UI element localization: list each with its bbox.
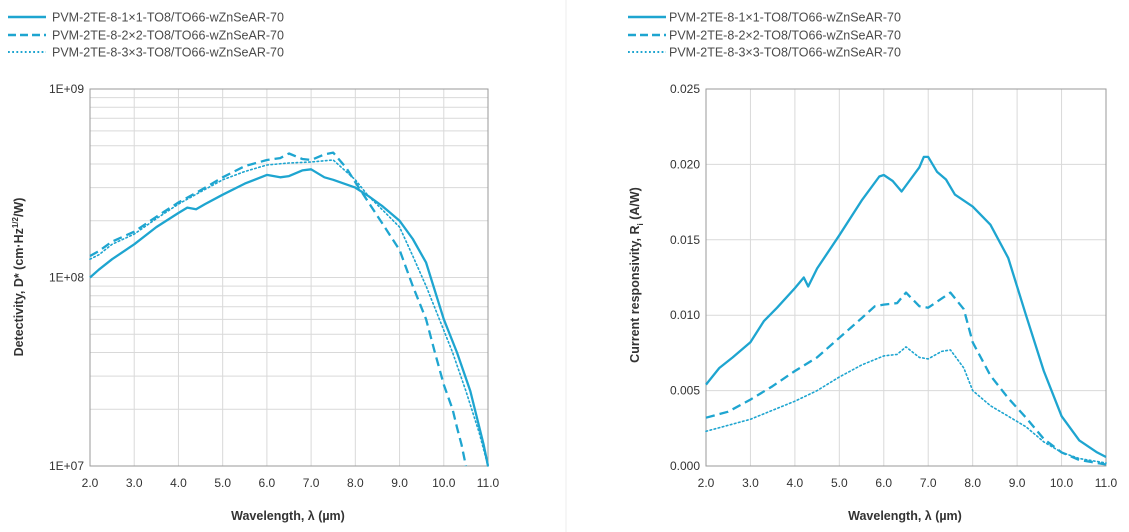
legend-entry-3x3: PVM-2TE-8-3×3-TO8/TO66-wZnSeAR-70 [8, 46, 284, 60]
plot-frame [705, 88, 1107, 467]
x-tick-labels: 2.0 3.0 4.0 5.0 6.0 7.0 8.0 9.0 10.0 11.0 [82, 476, 500, 490]
x-tick-label: 7.0 [303, 476, 320, 490]
y-axis-title: Current responsivity, Ri (A/W) [628, 187, 645, 363]
gridlines [705, 88, 1107, 467]
legend-label-1x1: PVM-2TE-8-1×1-TO8/TO66-wZnSeAR-70 [52, 11, 284, 25]
y-axis-title: Detectivity, D* (cm·Hz1/2/W) [11, 198, 26, 357]
legend-label-1x1: PVM-2TE-8-1×1-TO8/TO66-wZnSeAR-70 [669, 11, 901, 25]
detectivity-chart: PVM-2TE-8-1×1-TO8/TO66-wZnSeAR-70 PVM-2T… [8, 11, 500, 523]
legend-entry-2x2: PVM-2TE-8-2×2-TO8/TO66-wZnSeAR-70 [8, 29, 284, 43]
x-tick-label: 4.0 [787, 476, 804, 490]
x-tick-label: 10.0 [1050, 476, 1074, 490]
x-tick-label: 4.0 [170, 476, 187, 490]
x-axis-title: Wavelength, λ (µm) [231, 509, 345, 523]
data-series [705, 155, 1107, 466]
series-line-solid [89, 168, 490, 467]
x-tick-labels: 2.0 3.0 4.0 5.0 6.0 7.0 8.0 9.0 10.0 11.0 [698, 476, 1118, 490]
y-tick-label: 1E+08 [49, 271, 84, 285]
x-tick-label: 8.0 [964, 476, 981, 490]
x-tick-label: 5.0 [214, 476, 231, 490]
y-tick-labels: 0.000 0.005 0.010 0.015 0.020 0.025 [670, 82, 700, 473]
x-tick-label: 11.0 [1095, 476, 1118, 490]
x-tick-label: 9.0 [1009, 476, 1026, 490]
y-tick-label: 0.025 [670, 82, 700, 96]
x-tick-label: 8.0 [347, 476, 364, 490]
y-tick-label: 1E+07 [49, 459, 84, 473]
x-tick-label: 6.0 [875, 476, 892, 490]
series-line-dashed [705, 291, 1107, 466]
legend-label-3x3: PVM-2TE-8-3×3-TO8/TO66-wZnSeAR-70 [52, 46, 284, 60]
y-tick-label: 1E+09 [49, 82, 84, 96]
series-line-solid [705, 155, 1107, 459]
x-tick-label: 5.0 [831, 476, 848, 490]
legend-entry-2x2: PVM-2TE-8-2×2-TO8/TO66-wZnSeAR-70 [628, 29, 901, 43]
y-tick-label: 0.005 [670, 384, 700, 398]
chart-legend: PVM-2TE-8-1×1-TO8/TO66-wZnSeAR-70 PVM-2T… [8, 11, 284, 60]
legend-entry-3x3: PVM-2TE-8-3×3-TO8/TO66-wZnSeAR-70 [628, 46, 901, 60]
x-axis-title: Wavelength, λ (µm) [848, 509, 962, 523]
x-tick-label: 2.0 [698, 476, 715, 490]
legend-label-3x3: PVM-2TE-8-3×3-TO8/TO66-wZnSeAR-70 [669, 46, 901, 60]
x-tick-label: 2.0 [82, 476, 99, 490]
legend-label-2x2: PVM-2TE-8-2×2-TO8/TO66-wZnSeAR-70 [52, 29, 284, 43]
y-tick-label: 0.015 [670, 233, 700, 247]
series-line-dotted [705, 346, 1107, 464]
x-tick-label: 3.0 [126, 476, 143, 490]
chart-legend: PVM-2TE-8-1×1-TO8/TO66-wZnSeAR-70 PVM-2T… [628, 11, 901, 60]
legend-entry-1x1: PVM-2TE-8-1×1-TO8/TO66-wZnSeAR-70 [8, 11, 284, 25]
x-tick-label: 6.0 [259, 476, 276, 490]
x-tick-label: 3.0 [742, 476, 759, 490]
legend-entry-1x1: PVM-2TE-8-1×1-TO8/TO66-wZnSeAR-70 [628, 11, 901, 25]
x-tick-label: 9.0 [391, 476, 408, 490]
legend-label-2x2: PVM-2TE-8-2×2-TO8/TO66-wZnSeAR-70 [669, 29, 901, 43]
y-tick-label: 0.000 [670, 459, 700, 473]
y-tick-label: 0.020 [670, 157, 700, 171]
series-line-dotted [89, 159, 489, 467]
y-tick-label: 0.010 [670, 308, 700, 322]
y-tick-labels: 1E+07 1E+08 1E+09 [49, 82, 84, 473]
data-series [89, 151, 490, 467]
x-tick-label: 11.0 [477, 476, 500, 490]
series-line-dashed [89, 151, 468, 467]
gridlines [89, 88, 489, 467]
x-tick-label: 7.0 [920, 476, 937, 490]
x-tick-label: 10.0 [432, 476, 456, 490]
responsivity-chart: PVM-2TE-8-1×1-TO8/TO66-wZnSeAR-70 PVM-2T… [628, 11, 1118, 523]
